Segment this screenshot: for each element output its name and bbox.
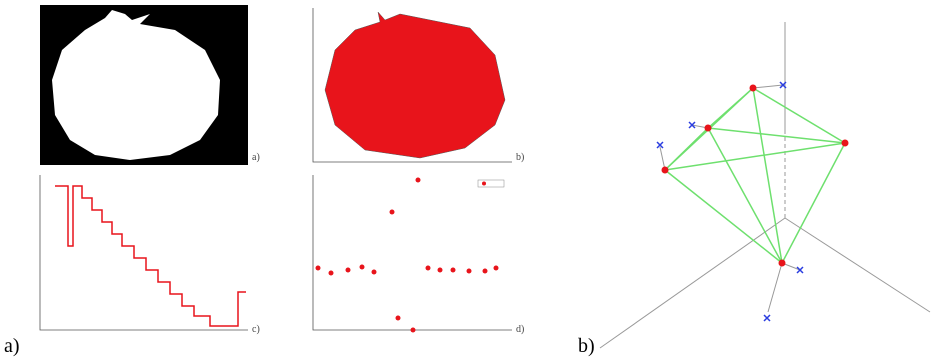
subfigure-label: b) — [516, 152, 524, 163]
binary-image — [40, 5, 248, 165]
step-plot — [40, 175, 248, 330]
subfigure-label: a) — [252, 152, 260, 163]
panel-label: b) — [578, 335, 595, 357]
3d-structure — [600, 22, 930, 348]
scatter-plot — [313, 175, 512, 333]
subfigure-label: c) — [252, 324, 260, 335]
panel-label: a) — [4, 335, 20, 357]
figure: a) b) c) d) a) — [0, 0, 932, 363]
subfigure-label: d) — [516, 324, 524, 335]
polygon-plot — [313, 8, 512, 162]
